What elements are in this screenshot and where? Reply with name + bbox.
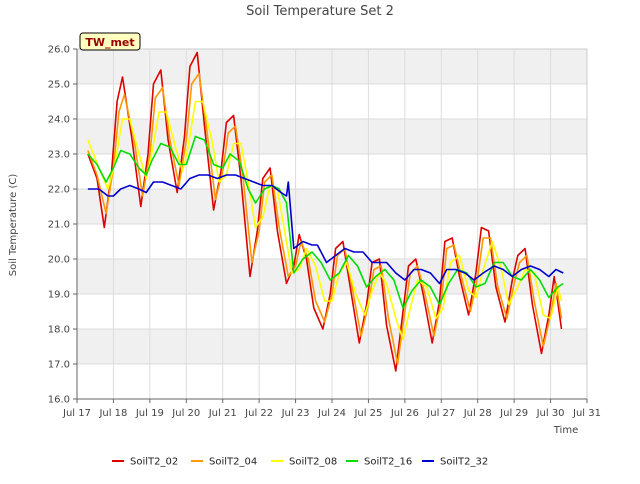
y-tick-label: 17.0 — [48, 360, 70, 371]
series-line-soilt2-16 — [87, 135, 564, 309]
y-tick-label: 20.0 — [48, 255, 70, 266]
x-tick-label: Jul 19 — [135, 408, 164, 419]
y-tick-label: 24.0 — [48, 115, 70, 126]
series-line-soilt2-02 — [87, 51, 563, 372]
legend-label: SoilT2_08 — [289, 457, 337, 468]
y-tick-label: 26.0 — [48, 45, 70, 56]
y-tick-label: 21.0 — [48, 220, 70, 231]
legend-label: SoilT2_32 — [440, 457, 488, 468]
series-line-soilt2-04 — [87, 72, 563, 365]
x-tick-label: Jul 27 — [426, 408, 455, 419]
y-tick-label: 23.0 — [48, 150, 70, 161]
tick-labels: 16.0 17.0 18.0 19.0 20.0 21.0 22.0 23.0 24.0 25.0… — [48, 45, 601, 420]
legend: SoilT2_02 SoilT2_04 SoilT2_08 SoilT2_16 Soil… — [112, 457, 488, 468]
y-tick-label: 19.0 — [48, 290, 70, 301]
x-tick-label: Jul 29 — [499, 408, 528, 419]
x-tick-label: Jul 31 — [572, 408, 601, 419]
y-tick-label: 22.0 — [48, 185, 70, 196]
x-tick-label: Jul 21 — [208, 408, 237, 419]
series-line-soilt2-32 — [87, 174, 564, 285]
annotation-text: TW_met — [85, 36, 134, 49]
x-tick-label: Jul 23 — [281, 408, 310, 419]
annotation-box: TW_met — [79, 32, 141, 51]
x-tick-label: Jul 28 — [463, 408, 492, 419]
x-tick-label: Jul 17 — [62, 408, 91, 419]
x-tick-label: Jul 30 — [536, 408, 565, 419]
series-lines — [87, 51, 564, 372]
x-axis-label: Time — [553, 425, 578, 436]
x-tick-label: Jul 18 — [98, 408, 127, 419]
annotation-box-rect — [79, 32, 141, 51]
x-tick-label: Jul 22 — [244, 408, 273, 419]
y-axis-label: Soil Temperature (C) — [8, 174, 19, 277]
x-tick-label: Jul 24 — [317, 408, 346, 419]
legend-label: SoilT2_16 — [364, 457, 412, 468]
legend-label: SoilT2_02 — [130, 457, 178, 468]
legend-label: SoilT2_04 — [209, 457, 257, 468]
y-tick-label: 16.0 — [48, 395, 70, 406]
chart-title: Soil Temperature Set 2 — [246, 4, 394, 19]
y-tick-label: 25.0 — [48, 80, 70, 91]
x-tick-label: Jul 25 — [353, 408, 382, 419]
x-tick-label: Jul 20 — [171, 408, 200, 419]
y-tick-label: 18.0 — [48, 325, 70, 336]
x-tick-label: Jul 26 — [390, 408, 419, 419]
